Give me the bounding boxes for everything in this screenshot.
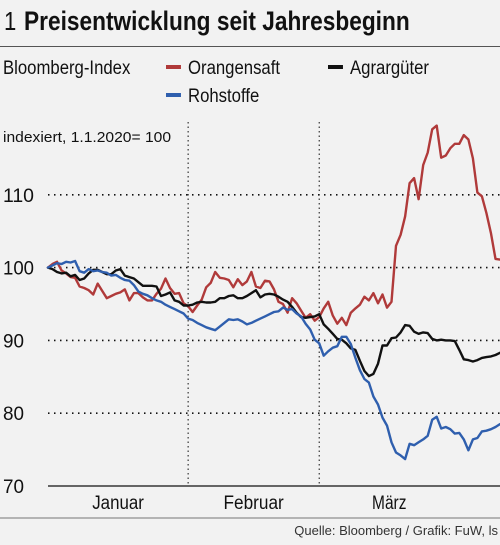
y-tick-label-80: 80 (3, 404, 24, 425)
legend-swatch-agrargueter (328, 64, 343, 69)
y-tick-label-70: 70 (3, 477, 24, 498)
series-line-rohstoffe (46, 259, 500, 461)
legend-index-label: Bloomberg-Index (3, 58, 131, 79)
legend-item-rohstoffe: Rohstoffe (166, 86, 259, 108)
y-tick-label-110: 110 (3, 186, 34, 207)
chart-number: 1 (4, 6, 17, 36)
legend-item-orangensaft: Orangensaft (166, 58, 280, 80)
source-credit: Quelle: Bloomberg / Grafik: FuW, ls (294, 523, 498, 538)
legend-label-rohstoffe: Rohstoffe (188, 86, 260, 107)
series-line-agrargueter (46, 266, 500, 378)
x-month-label-2: März (372, 493, 406, 514)
legend-item-agrargueter: Agrargüter (328, 58, 429, 80)
chart-title: Preisentwicklung seit Jahresbeginn (24, 6, 410, 36)
legend-label-agrargueter: Agrargüter (350, 58, 430, 79)
chart-subtitle: indexiert, 1.1.2020= 100 (3, 129, 171, 146)
header-rule (0, 46, 500, 47)
y-tick-label-100: 100 (3, 259, 34, 280)
legend-label-orangensaft: Orangensaft (188, 58, 281, 79)
x-month-label-1: Februar (224, 493, 285, 514)
y-tick-label-90: 90 (3, 331, 24, 352)
chart-header: 1 Preisentwicklung seit Jahresbeginn (0, 0, 500, 52)
x-month-label-0: Januar (92, 493, 144, 514)
legend-swatch-rohstoffe (166, 92, 181, 97)
series-line-orangensaft (46, 124, 500, 327)
legend-swatch-orangensaft (166, 64, 181, 69)
